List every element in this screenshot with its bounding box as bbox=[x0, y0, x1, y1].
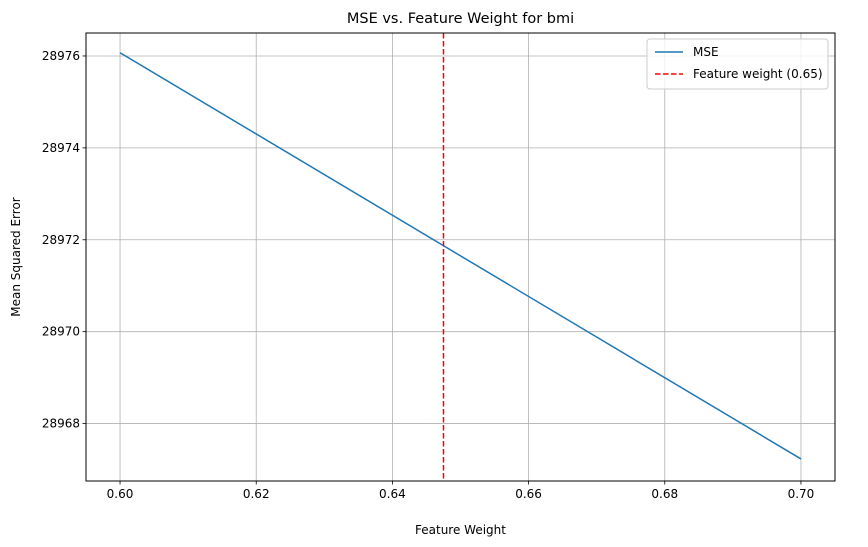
x-tick-label-1: 0.62 bbox=[243, 487, 270, 501]
legend-box bbox=[646, 38, 829, 90]
y-tick-label-0: 28968 bbox=[42, 417, 80, 431]
y-axis-label: Mean Squared Error bbox=[9, 197, 23, 317]
axis-ticks: 0.60 0.62 0.64 0.66 0.68 0.70 28968 28970 28972 2… bbox=[42, 49, 815, 501]
legend-entry-feature-weight-label: Feature weight (0.65) bbox=[693, 67, 823, 81]
legend: MSE Feature weight (0.65) bbox=[646, 38, 829, 90]
x-tick-label-2: 0.64 bbox=[379, 487, 406, 501]
x-axis-label: Feature Weight bbox=[415, 523, 506, 537]
chart-title: MSE vs. Feature Weight for bmi bbox=[347, 11, 574, 27]
x-tick-label-3: 0.66 bbox=[515, 487, 542, 501]
y-tick-label-2: 28972 bbox=[42, 233, 80, 247]
y-tick-label-1: 28970 bbox=[42, 325, 80, 339]
y-tick-label-3: 28974 bbox=[42, 141, 80, 155]
plot-area bbox=[119, 33, 802, 481]
legend-entry-mse-label: MSE bbox=[693, 45, 719, 59]
y-tick-label-4: 28976 bbox=[42, 49, 80, 63]
x-tick-label-4: 0.68 bbox=[651, 487, 678, 501]
series-line-mse bbox=[119, 52, 802, 460]
x-tick-label-5: 0.70 bbox=[788, 487, 815, 501]
x-tick-label-0: 0.60 bbox=[107, 487, 134, 501]
axes-frame bbox=[85, 32, 836, 482]
